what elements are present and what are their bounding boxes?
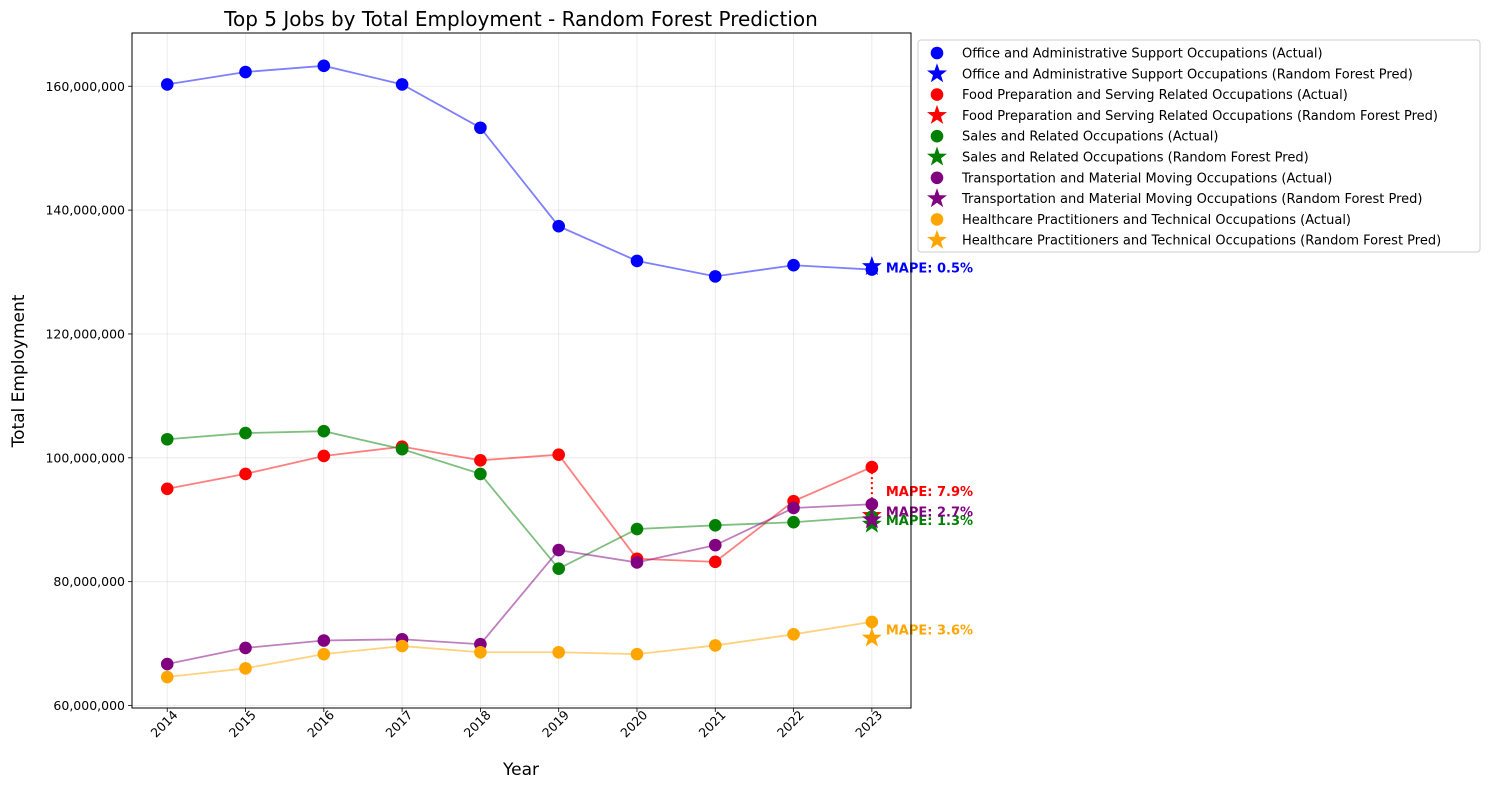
prediction-star xyxy=(861,255,882,275)
actual-point xyxy=(395,639,409,653)
mape-label: MAPE: 7.9% xyxy=(886,485,973,500)
legend-label-actual: Transportation and Material Moving Occup… xyxy=(961,171,1332,186)
legend-label-actual: Healthcare Practitioners and Technical O… xyxy=(962,213,1351,228)
legend-marker-actual xyxy=(930,171,944,185)
actual-point xyxy=(787,515,800,529)
legend-label-prediction: Sales and Related Occupations (Random Fo… xyxy=(962,151,1309,166)
mape-label: MAPE: 2.7% xyxy=(886,506,973,521)
legend: Office and Administrative Support Occupa… xyxy=(917,39,1481,253)
actual-point xyxy=(552,543,565,557)
legend-label-actual: Sales and Related Occupations (Actual) xyxy=(962,130,1219,145)
actual-point xyxy=(630,647,644,661)
actual-point xyxy=(552,448,565,462)
actual-point xyxy=(160,657,174,671)
legend-label-actual: Food Preparation and Serving Related Occ… xyxy=(962,88,1348,103)
actual-point xyxy=(474,453,487,467)
y-tick-label: 80,000,000 xyxy=(53,574,125,589)
prediction-star xyxy=(861,627,882,647)
y-tick-label: 100,000,000 xyxy=(45,450,125,465)
actual-point xyxy=(474,467,487,481)
actual-point xyxy=(317,449,331,463)
actual-point xyxy=(708,555,722,569)
mape-label: MAPE: 1.3% xyxy=(886,514,973,529)
grid-lines xyxy=(132,33,911,708)
series-line xyxy=(167,64,872,278)
actual-point xyxy=(239,426,252,440)
legend-marker-actual xyxy=(930,88,944,101)
actual-point xyxy=(239,65,252,79)
legend-label-prediction: Food Preparation and Serving Related Occ… xyxy=(962,109,1438,124)
legend-label-prediction: Office and Administrative Support Occupa… xyxy=(962,67,1413,82)
actual-point xyxy=(474,121,487,135)
legend-marker-prediction xyxy=(927,188,947,208)
plot-frame xyxy=(131,32,912,709)
legend-label-prediction: Healthcare Practitioners and Technical O… xyxy=(962,234,1441,249)
y-axis-title: Total Employment xyxy=(9,294,29,448)
chart-title: Top 5 Jobs by Total Employment - Random … xyxy=(223,7,818,31)
actual-point xyxy=(708,519,722,532)
actual-point xyxy=(395,78,409,91)
actual-point xyxy=(160,670,174,684)
legend-label-prediction: Transportation and Material Moving Occup… xyxy=(961,192,1422,207)
series-line xyxy=(167,503,872,665)
actual-point xyxy=(160,482,174,496)
mape-label: MAPE: 3.6% xyxy=(886,623,973,638)
legend-marker-prediction xyxy=(927,229,947,249)
actual-point xyxy=(552,219,565,233)
legend-marker-prediction xyxy=(927,104,947,124)
series-group xyxy=(160,615,882,684)
actual-point xyxy=(317,59,331,73)
legend-marker-prediction xyxy=(927,146,947,166)
y-tick-label: 160,000,000 xyxy=(45,79,125,94)
actual-point xyxy=(239,641,252,655)
legend-marker-actual xyxy=(930,129,944,143)
actual-point xyxy=(239,467,252,481)
legend-marker-actual xyxy=(930,46,944,60)
x-axis-title: Year xyxy=(502,760,539,780)
series-line xyxy=(167,621,872,678)
legend-marker-actual xyxy=(930,213,944,226)
y-tick-label: 60,000,000 xyxy=(53,698,125,713)
actual-point xyxy=(787,258,800,272)
legend-frame xyxy=(917,39,1481,253)
actual-point xyxy=(708,538,722,552)
series-line xyxy=(167,445,873,563)
actual-point xyxy=(317,647,331,661)
actual-point xyxy=(395,442,409,456)
actual-point xyxy=(317,634,331,647)
actual-point xyxy=(630,556,644,569)
series-group xyxy=(160,59,882,283)
series-line xyxy=(167,430,872,570)
prediction-star xyxy=(861,509,882,529)
legend-label-actual: Office and Administrative Support Occupa… xyxy=(962,47,1323,62)
actual-point xyxy=(474,645,487,659)
actual-point xyxy=(708,270,722,283)
y-tick-label: 120,000,000 xyxy=(45,326,125,341)
series-layer: MAPE: 0.5% MAPE: 7.9% MAPE: 1.3%MAPE: 2.7%… xyxy=(160,59,973,684)
actual-point xyxy=(160,432,174,446)
actual-point xyxy=(239,662,252,675)
mape-label: MAPE: 0.5% xyxy=(886,262,973,277)
actual-point xyxy=(630,254,644,268)
actual-point xyxy=(552,562,565,575)
actual-point xyxy=(787,628,800,641)
actual-point xyxy=(552,645,565,659)
y-tick-label: 140,000,000 xyxy=(45,203,125,218)
actual-point xyxy=(708,639,722,652)
legend-marker-prediction xyxy=(927,63,947,83)
actual-point xyxy=(317,424,331,438)
actual-point xyxy=(160,78,174,91)
actual-point xyxy=(630,522,644,536)
actual-point xyxy=(787,501,800,515)
